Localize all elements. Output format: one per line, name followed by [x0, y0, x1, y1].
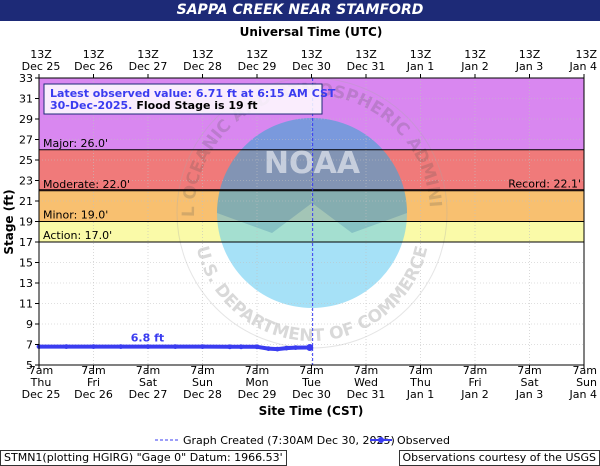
y-tick-label: 15: [19, 257, 33, 270]
y-tick-label: 31: [19, 93, 33, 106]
legend-observed-marker: [378, 437, 384, 443]
latest-date-text: 30-Dec-2025.: [50, 99, 132, 112]
station-info: STMN1(plotting HGIRG) "Gage 0" Datum: 19…: [0, 450, 287, 466]
y-tick-label: 27: [19, 134, 33, 147]
observed-point: [200, 344, 205, 349]
x-top-tick-date: Dec 27: [129, 60, 168, 73]
x-tick-date: Dec 27: [129, 388, 168, 401]
y-axis-label: Stage (ft): [2, 189, 16, 254]
latest-date-line: 30-Dec-2025. Flood Stage is 19 ft: [50, 99, 258, 112]
top-axis-title: Universal Time (UTC): [240, 25, 383, 39]
observed-point: [266, 346, 271, 351]
legend-observed-label: Observed: [397, 434, 450, 447]
flood-label-minor: Minor: 19.0': [43, 209, 108, 222]
x-top-tick-date: Jan 3: [515, 60, 543, 73]
y-tick-label: 9: [26, 318, 33, 331]
observed-point: [239, 344, 244, 349]
data-credit: Observations courtesy of the USGS: [399, 450, 600, 466]
observed-point: [255, 344, 260, 349]
latest-observed-point: [306, 344, 313, 351]
y-tick-label: 19: [19, 216, 33, 229]
x-tick-date: Dec 31: [347, 388, 386, 401]
x-top-tick-date: Dec 28: [183, 60, 222, 73]
record-label: Record: 22.1': [508, 178, 581, 191]
x-top-tick-date: Dec 25: [22, 60, 61, 73]
x-top-tick-date: Dec 29: [238, 60, 277, 73]
y-tick-label: 23: [19, 175, 33, 188]
x-top-tick-date: Jan 4: [569, 60, 597, 73]
x-tick-date: Jan 3: [515, 388, 543, 401]
x-tick-date: Jan 4: [569, 388, 597, 401]
y-tick-label: 13: [19, 277, 33, 290]
y-tick-label: 33: [19, 72, 33, 85]
legend: Graph Created (7:30AM Dec 30, 2025)Obser…: [155, 434, 450, 447]
flood-label-action: Action: 17.0': [43, 229, 112, 242]
x-top-tick-date: Dec 26: [74, 60, 113, 73]
legend-graph-created-label: Graph Created (7:30AM Dec 30, 2025): [183, 434, 395, 447]
x-top-tick-date: Dec 31: [347, 60, 386, 73]
x-tick-date: Dec 25: [22, 388, 61, 401]
flood-label-moderate: Moderate: 22.0': [43, 178, 130, 191]
flood-stage-text: Flood Stage is 19 ft: [136, 99, 257, 112]
observed-point: [91, 344, 96, 349]
y-tick-label: 29: [19, 113, 33, 126]
flood-label-major: Major: 26.0': [43, 137, 108, 150]
x-tick-date: Dec 28: [183, 388, 222, 401]
x-axis-label: Site Time (CST): [259, 404, 364, 418]
x-tick-date: Dec 26: [74, 388, 113, 401]
x-top-tick-date: Dec 30: [292, 60, 331, 73]
observed-point: [64, 344, 69, 349]
x-tick-date: Dec 30: [292, 388, 331, 401]
y-tick-label: 21: [19, 195, 33, 208]
x-top-tick-date: Jan 2: [460, 60, 488, 73]
x-top-tick-date: Jan 1: [406, 60, 434, 73]
peak-label: 6.8 ft: [131, 332, 164, 345]
x-tick-date: Dec 29: [238, 388, 277, 401]
x-tick-date: Jan 1: [406, 388, 434, 401]
observed-point: [293, 345, 298, 350]
x-tick-date: Jan 2: [460, 388, 488, 401]
y-tick-label: 25: [19, 154, 33, 167]
y-tick-label: 17: [19, 236, 33, 249]
y-tick-label: 7: [26, 339, 33, 352]
observed-point: [284, 346, 289, 351]
observed-point: [227, 344, 232, 349]
observed-point: [146, 344, 151, 349]
observed-point: [118, 344, 123, 349]
observed-point: [275, 347, 280, 352]
observed-point: [173, 344, 178, 349]
y-tick-label: 11: [19, 298, 33, 311]
